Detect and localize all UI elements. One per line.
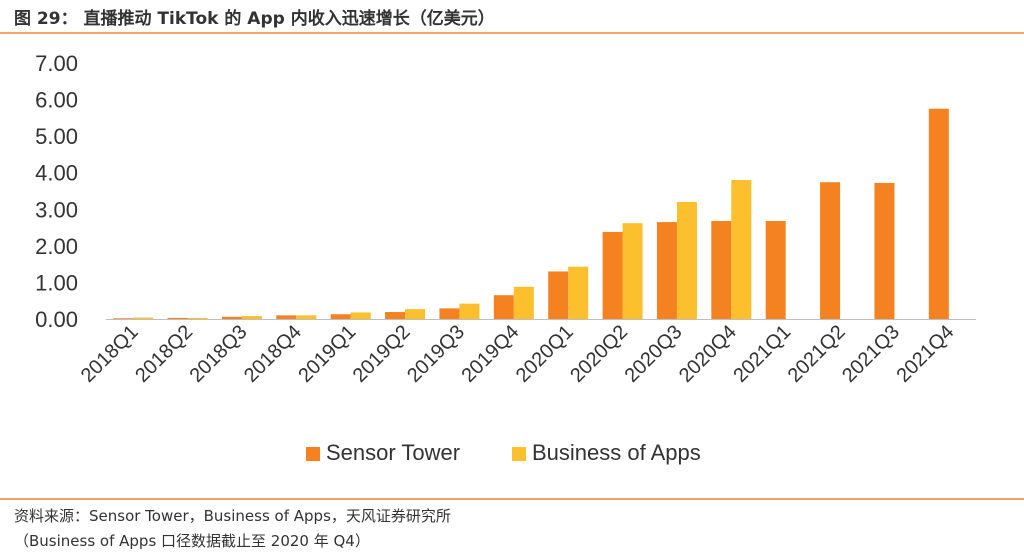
bar-sensor-tower <box>820 182 841 319</box>
x-tick-label: 2019Q1 <box>294 321 360 387</box>
x-tick-label: 2020Q3 <box>621 321 687 387</box>
bar-sensor-tower <box>113 318 134 319</box>
bar-business-of-apps <box>459 303 480 319</box>
bar-business-of-apps <box>241 316 262 319</box>
x-tick-label: 2021Q4 <box>892 321 958 387</box>
bar-chart: 0.001.002.003.004.005.006.007.00 2018Q12… <box>35 51 976 465</box>
bottom-rule <box>0 498 1024 500</box>
bar-sensor-tower <box>874 182 895 319</box>
bar-business-of-apps <box>187 317 208 319</box>
x-tick-label: 2019Q4 <box>457 321 523 387</box>
x-tick-label: 2020Q4 <box>675 321 741 387</box>
bar-sensor-tower <box>602 231 623 319</box>
bar-sensor-tower <box>330 314 351 319</box>
x-tick-label: 2018Q2 <box>131 321 197 387</box>
y-tick-label: 6.00 <box>35 88 78 113</box>
y-axis-ticks: 0.00 1.00 2.00 3.00 4.00 5.00 6.00 7.00 <box>35 51 78 332</box>
source-note: 资料来源：Sensor Tower，Business of Apps，天风证券研… <box>14 507 451 525</box>
bar-sensor-tower <box>928 108 949 319</box>
x-tick-label: 2018Q3 <box>186 321 252 387</box>
x-tick-label: 2021Q3 <box>838 321 904 387</box>
x-tick-label: 2021Q1 <box>729 321 795 387</box>
x-tick-label: 2020Q2 <box>566 321 632 387</box>
bar-business-of-apps <box>350 312 371 319</box>
x-tick-label: 2020Q1 <box>512 321 578 387</box>
x-tick-label: 2018Q4 <box>240 321 306 387</box>
bar-sensor-tower <box>439 308 460 319</box>
bar-business-of-apps <box>731 180 752 319</box>
bar-sensor-tower <box>548 271 569 319</box>
legend-swatch <box>306 447 320 461</box>
y-tick-label: 2.00 <box>35 234 78 259</box>
bar-sensor-tower <box>167 317 188 319</box>
bar-sensor-tower <box>765 220 786 319</box>
bar-business-of-apps <box>405 309 426 319</box>
bar-sensor-tower <box>493 295 514 319</box>
x-axis-ticks: 2018Q12018Q22018Q32018Q42019Q12019Q22019… <box>77 321 959 387</box>
y-tick-label: 4.00 <box>35 161 78 186</box>
bars-group <box>113 108 949 319</box>
y-tick-label: 0.00 <box>35 307 78 332</box>
x-tick-label: 2021Q2 <box>784 321 850 387</box>
y-tick-label: 7.00 <box>35 51 78 76</box>
bar-sensor-tower <box>385 312 406 319</box>
x-tick-label: 2019Q2 <box>349 321 415 387</box>
figure-title: 图 29： 直播推动 TikTok 的 App 内收入迅速增长（亿美元） <box>14 9 495 29</box>
bar-business-of-apps <box>513 286 534 319</box>
legend: Sensor Tower Business of Apps <box>306 440 701 465</box>
bar-sensor-tower <box>221 316 242 319</box>
data-scope-note: （Business of Apps 口径数据截止至 2020 年 Q4） <box>14 532 370 550</box>
legend-label: Sensor Tower <box>326 440 460 465</box>
bar-business-of-apps <box>568 266 589 319</box>
legend-label: Business of Apps <box>532 440 701 465</box>
bar-sensor-tower <box>276 315 297 319</box>
y-tick-label: 3.00 <box>35 197 78 222</box>
x-tick-label: 2019Q3 <box>403 321 469 387</box>
x-tick-label: 2018Q1 <box>77 321 143 387</box>
legend-swatch <box>512 447 526 461</box>
bar-business-of-apps <box>296 315 317 319</box>
bar-sensor-tower <box>711 220 732 319</box>
y-tick-label: 5.00 <box>35 124 78 149</box>
bar-business-of-apps <box>622 223 643 319</box>
bar-business-of-apps <box>133 317 154 319</box>
bar-business-of-apps <box>676 201 697 319</box>
bar-sensor-tower <box>656 222 677 319</box>
title-rule <box>0 32 1024 34</box>
y-tick-label: 1.00 <box>35 270 78 295</box>
